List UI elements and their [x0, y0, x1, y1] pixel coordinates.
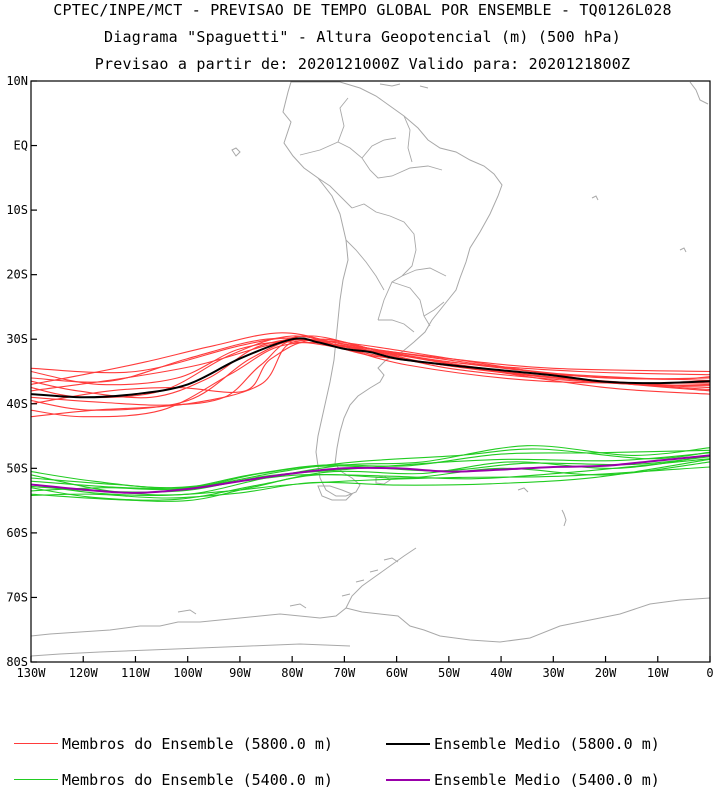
title-line-2: Diagrama "Spaguetti" - Altura Geopotenci… [104, 28, 621, 46]
mean-5800-line [31, 337, 710, 399]
ascension-island [679, 247, 687, 253]
y-tick-label: 70S [6, 590, 28, 604]
x-tick-label: 0 [706, 666, 713, 680]
legend-mean-5800: Ensemble Medio (5800.0 m) [386, 735, 660, 753]
x-tick-label: 40W [490, 666, 512, 680]
x-tick-label: 110W [121, 666, 151, 680]
legend-label-mean-5800: Ensemble Medio (5800.0 m) [434, 735, 660, 753]
y-tick-label: 80S [6, 655, 28, 669]
y-tick-label: 10S [6, 203, 28, 217]
legend-swatch-mean-5800 [386, 742, 430, 745]
antarctic-peninsula [31, 547, 417, 637]
mean-5400-line [31, 454, 710, 494]
x-tick-label: 30W [542, 666, 564, 680]
y-tick-label: EQ [14, 139, 28, 153]
x-tick-label: 80W [281, 666, 303, 680]
member-5400-line-3 [31, 454, 710, 501]
coastline-layer [31, 81, 710, 657]
x-tick-label: 60W [386, 666, 408, 680]
south-georgia-island [517, 487, 529, 493]
member-5800-line-11 [31, 338, 710, 406]
legend-label-members-5800: Membros do Ensemble (5800.0 m) [62, 735, 333, 753]
trindade-island [591, 195, 599, 201]
africa-corner [689, 81, 709, 105]
legend-mean-5400: Ensemble Medio (5400.0 m) [386, 771, 660, 789]
legend-label-members-5400: Membros do Ensemble (5400.0 m) [62, 771, 333, 789]
antarctic-inland [31, 643, 351, 657]
legend-members-5400: Membros do Ensemble (5400.0 m) [14, 771, 333, 789]
ensemble-means-group [31, 337, 710, 494]
legend-swatch-mean-5400 [386, 778, 430, 781]
members-5400-group [31, 445, 710, 502]
peninsula-islands [177, 557, 399, 615]
tierra-del-fuego [317, 485, 353, 501]
title-line-1: CPTEC/INPE/MCT - PREVISAO DE TEMPO GLOBA… [53, 1, 672, 19]
legend-label-mean-5400: Ensemble Medio (5400.0 m) [434, 771, 660, 789]
galapagos-islands [231, 147, 241, 157]
country-borders [299, 97, 447, 333]
sandwich-islands [561, 509, 567, 527]
antarctic-coast [345, 597, 710, 643]
x-tick-label: 90W [229, 666, 251, 680]
map-plot: 10N EQ 10S 20S 30S 40S 50S 60S 70S 80S 130W 120W 11… [6, 74, 714, 680]
member-5400-line-8 [31, 456, 710, 489]
member-5400-line-2 [31, 448, 710, 489]
x-tick-label: 130W [17, 666, 47, 680]
x-tick-label: 120W [69, 666, 99, 680]
x-tick-label: 50W [438, 666, 460, 680]
y-tick-label: 60S [6, 526, 28, 540]
y-tick-label: 50S [6, 461, 28, 475]
member-5800-line-9 [31, 338, 710, 405]
member-5800-line-7 [31, 335, 710, 392]
south-america-coastline [282, 81, 503, 497]
member-5400-line-9 [31, 458, 710, 499]
x-tick-label: 100W [173, 666, 203, 680]
title-line-3: Previsao a partir de: 2020121000Z Valido… [94, 55, 631, 73]
member-5800-line-10 [31, 332, 710, 385]
y-tick-label: 20S [6, 268, 28, 282]
plot-frame [30, 80, 711, 663]
y-tick-label: 30S [6, 332, 28, 346]
y-tick-label: 10N [6, 74, 28, 88]
caribbean-islands [379, 83, 429, 89]
y-axis: 10N EQ 10S 20S 30S 40S 50S 60S 70S 80S [6, 74, 37, 669]
legend-members-5800: Membros do Ensemble (5800.0 m) [14, 735, 333, 753]
x-tick-label: 70W [334, 666, 356, 680]
x-tick-label: 10W [647, 666, 669, 680]
legend-swatch-members-5800 [14, 743, 58, 744]
legend-swatch-members-5400 [14, 779, 58, 780]
plot-area [31, 81, 710, 662]
y-tick-label: 40S [6, 397, 28, 411]
x-axis: 130W 120W 110W 100W 90W 80W 70W 60W 50W 40W 30W 20W… [17, 656, 714, 680]
member-5400-line-6 [31, 449, 710, 492]
x-tick-label: 20W [595, 666, 617, 680]
